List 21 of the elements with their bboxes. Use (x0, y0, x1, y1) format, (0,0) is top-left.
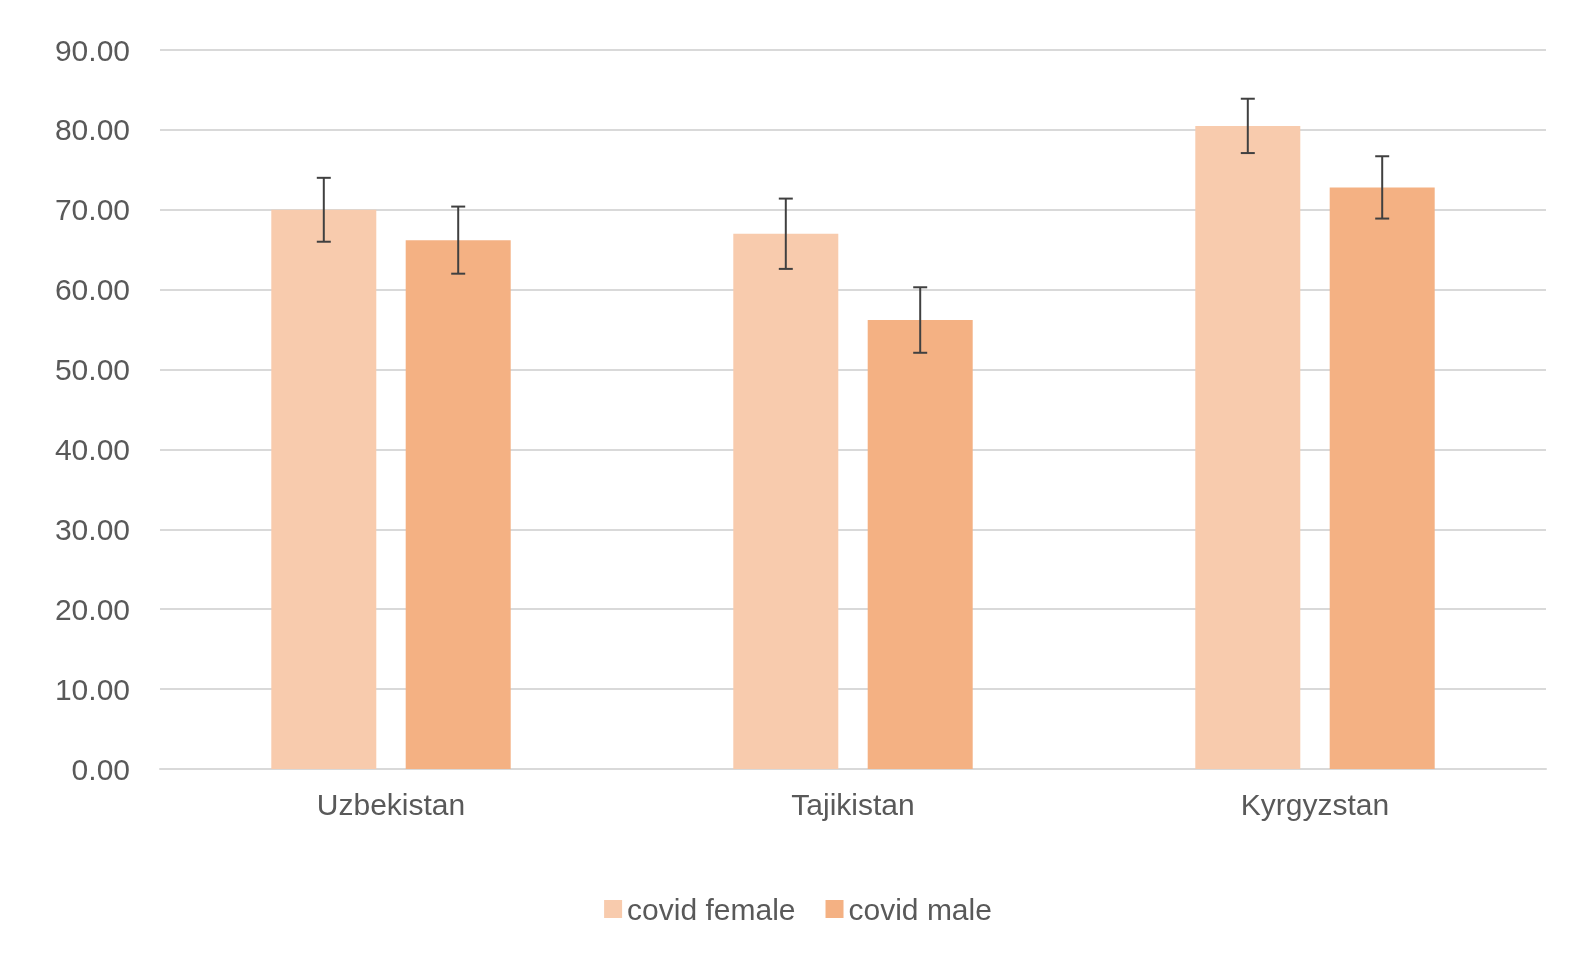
y-tick-label: 20.00 (54, 592, 130, 626)
x-tick-label: Uzbekistan (316, 787, 466, 821)
y-tick-label: 40.00 (54, 432, 130, 466)
bar (733, 233, 839, 769)
y-tick-label: 90.00 (54, 33, 130, 67)
y-tick-label: 30.00 (54, 512, 130, 546)
x-tick-label: Tajikistan (791, 787, 915, 821)
y-tick-label: 80.00 (54, 113, 130, 147)
bar (1329, 187, 1435, 769)
bar (867, 320, 973, 769)
y-tick-label: 10.00 (54, 672, 130, 706)
legend-label: covid female (627, 892, 796, 926)
bar (1195, 125, 1301, 769)
bar (271, 209, 377, 769)
y-tick-label: 0.00 (71, 752, 130, 786)
bar (405, 240, 511, 769)
legend-label: covid male (848, 892, 992, 926)
y-tick-label: 50.00 (54, 353, 130, 387)
x-tick-label: Kyrgyzstan (1240, 787, 1390, 821)
y-tick-label: 70.00 (54, 193, 130, 227)
y-tick-label: 60.00 (54, 273, 130, 307)
